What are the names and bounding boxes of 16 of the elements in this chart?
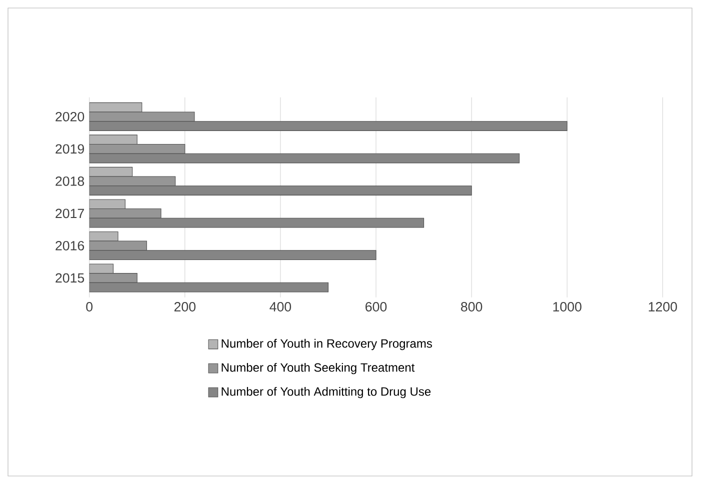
x-tick-label: 1200 <box>648 302 677 312</box>
y-tick-label: 2018 <box>56 176 84 186</box>
x-tick-label: 400 <box>270 302 292 312</box>
y-tick-label: 2015 <box>56 273 84 283</box>
legend-label: Number of Youth Admitting to Drug Use <box>222 386 431 398</box>
y-tick-label: 2019 <box>56 144 84 154</box>
x-tick-label: 0 <box>86 302 93 312</box>
y-tick-label: 2017 <box>56 208 84 218</box>
legend-label: Number of Youth in Recovery Programs <box>222 338 432 350</box>
x-tick-label: 1000 <box>553 302 582 312</box>
y-tick-label: 2020 <box>56 112 84 122</box>
legend-label: Number of Youth Seeking Treatment <box>222 362 415 374</box>
x-tick-label: 200 <box>174 302 196 312</box>
x-tick-label: 600 <box>366 302 387 312</box>
x-tick-label: 800 <box>461 302 482 312</box>
y-tick-label: 2016 <box>56 240 84 250</box>
